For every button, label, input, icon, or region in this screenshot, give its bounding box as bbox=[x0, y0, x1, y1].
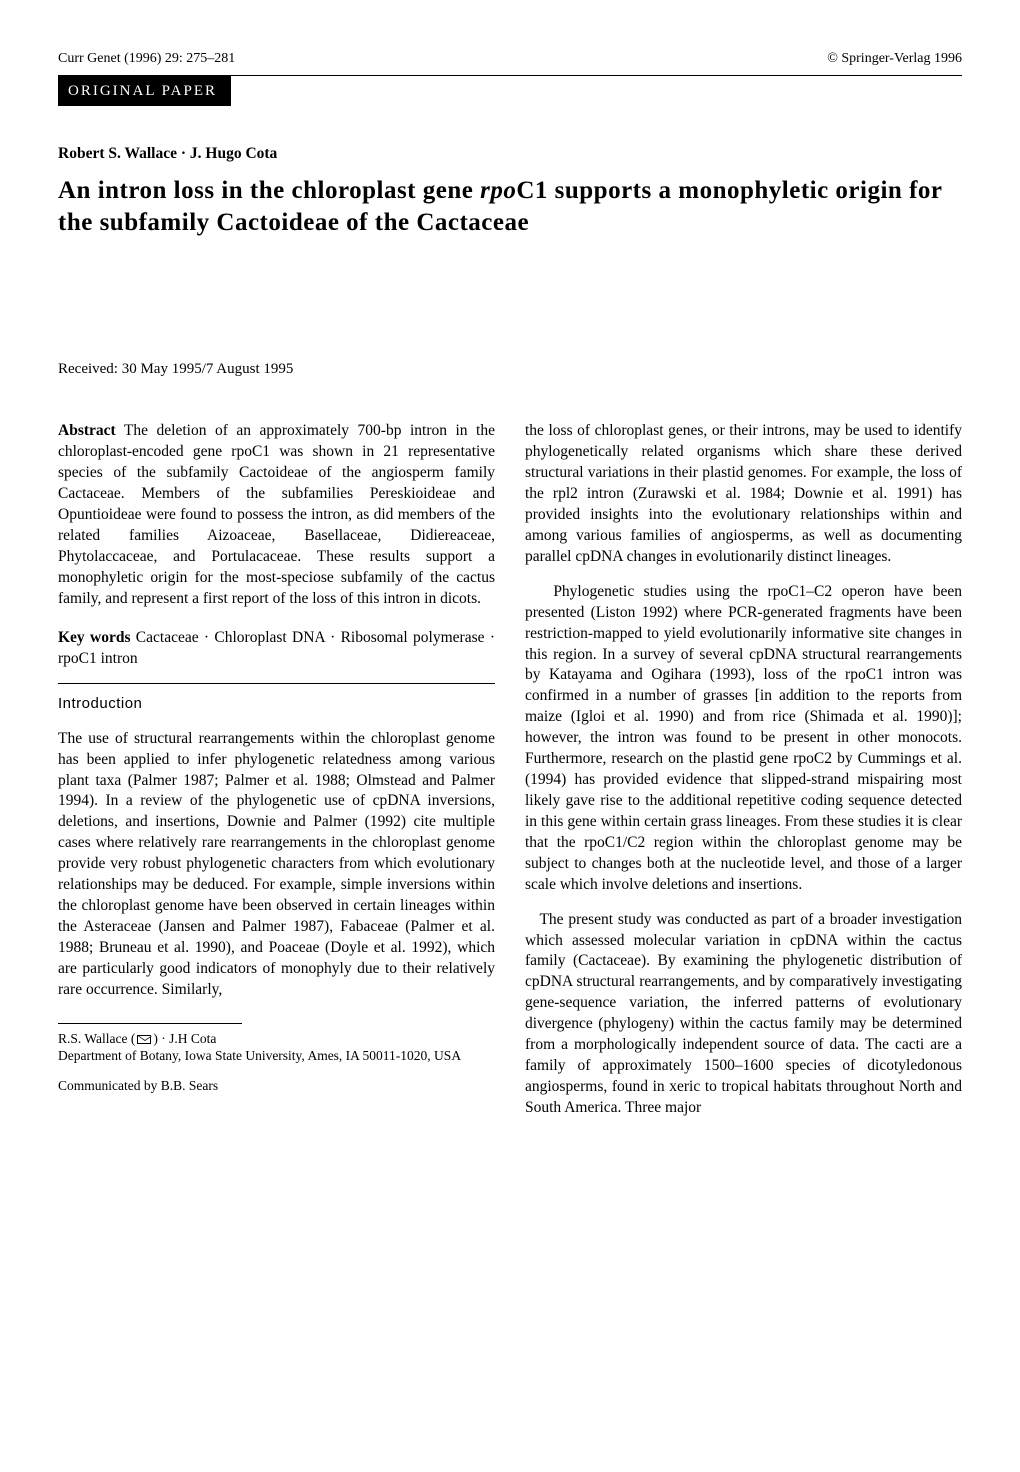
section-banner: ORIGINAL PAPER bbox=[58, 76, 231, 106]
left-column: Abstract The deletion of an approximatel… bbox=[58, 421, 495, 1119]
received-line: Received: 30 May 1995/7 August 1995 bbox=[58, 359, 962, 379]
copyright: © Springer-Verlag 1996 bbox=[827, 50, 962, 69]
keywords-label: Key words bbox=[58, 629, 130, 646]
abstract-text: The deletion of an approximately 700-bp … bbox=[58, 422, 495, 606]
footer-rule bbox=[58, 1023, 242, 1030]
footer-block: R.S. Wallace () · J.H Cota Department of… bbox=[58, 1030, 495, 1095]
author-line: Robert S. Wallace · J. Hugo Cota bbox=[58, 144, 962, 165]
keywords-paragraph: Key words Cactaceae · Chloroplast DNA · … bbox=[58, 628, 495, 670]
running-header: Curr Genet (1996) 29: 275–281 © Springer… bbox=[58, 50, 962, 69]
corresponding-author: R.S. Wallace () · J.H Cota bbox=[58, 1030, 495, 1048]
article-title: An intron loss in the chloroplast gene r… bbox=[58, 175, 962, 239]
journal-reference: Curr Genet (1996) 29: 275–281 bbox=[58, 50, 235, 69]
envelope-icon bbox=[137, 1035, 151, 1044]
introduction-heading: Introduction bbox=[58, 683, 495, 714]
right-paragraph-1: the loss of chloroplast genes, or their … bbox=[525, 421, 962, 567]
intro-paragraph-1: The use of structural rearrangements wit… bbox=[58, 729, 495, 1001]
abstract-label: Abstract bbox=[58, 422, 116, 439]
two-column-body: Abstract The deletion of an approximatel… bbox=[58, 421, 962, 1119]
abstract-paragraph: Abstract The deletion of an approximatel… bbox=[58, 421, 495, 609]
right-column: the loss of chloroplast genes, or their … bbox=[525, 421, 962, 1119]
right-paragraph-2: Phylogenetic studies using the rpoC1–C2 … bbox=[525, 582, 962, 896]
title-text-pre: An intron loss in the chloroplast gene bbox=[58, 177, 480, 204]
communicated-by: Communicated by B.B. Sears bbox=[58, 1077, 495, 1095]
right-paragraph-3: The present study was conducted as part … bbox=[525, 910, 962, 1119]
title-gene: rpo bbox=[480, 177, 516, 204]
affiliation: Department of Botany, Iowa State Univers… bbox=[58, 1047, 495, 1065]
